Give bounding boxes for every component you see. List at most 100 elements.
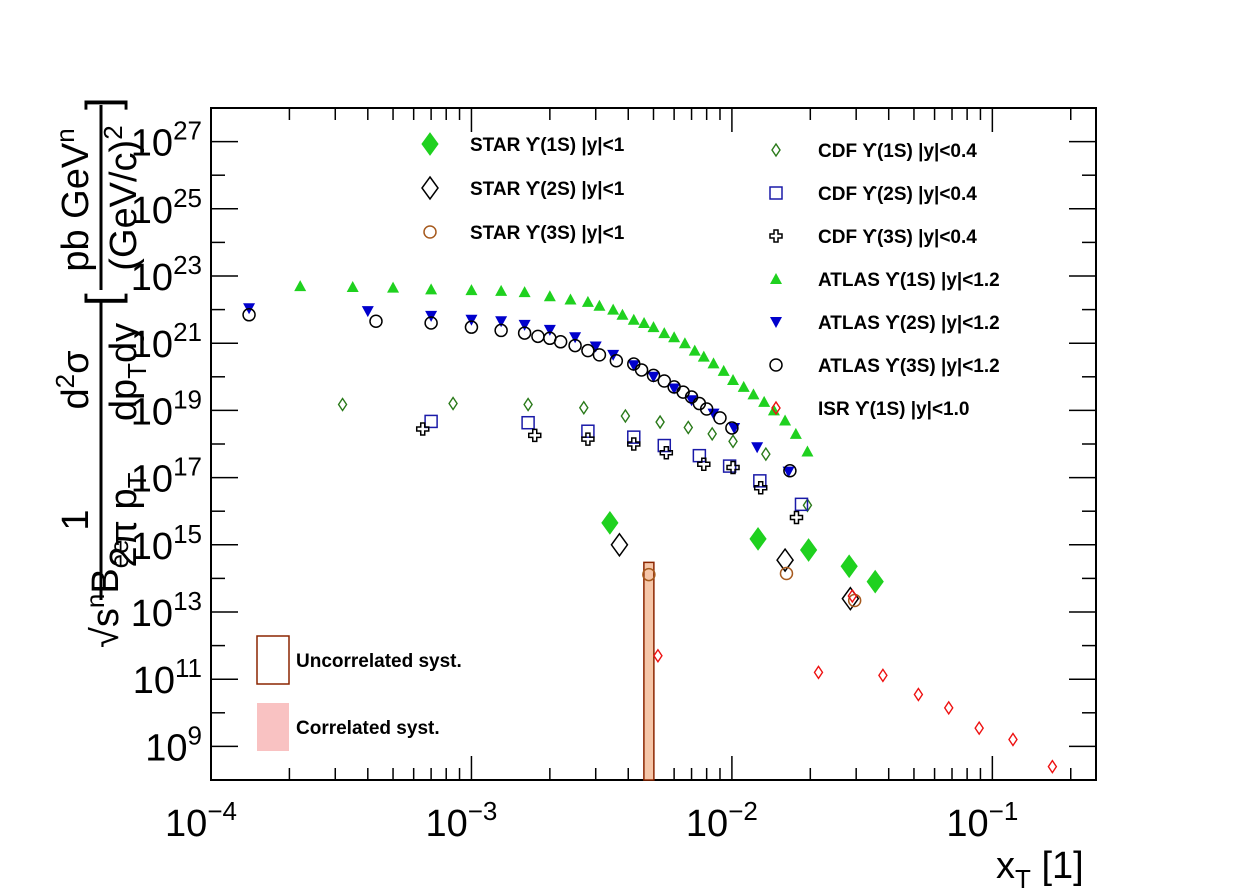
- data-point: [346, 281, 359, 293]
- data-point: [847, 588, 858, 604]
- y-tick-label: 1023: [131, 250, 202, 299]
- y-axis-title: √snBee 1 2π pT d2σ dpTdy [ pb GeVn (GeV/…: [50, 97, 152, 648]
- legend-marker: [770, 273, 782, 284]
- data-point: [647, 321, 660, 333]
- legend-marker: [769, 229, 783, 243]
- data-point: [707, 408, 720, 420]
- data-point: [655, 414, 665, 430]
- y-tick-label: 1011: [133, 653, 202, 702]
- data-point: [581, 432, 595, 446]
- svg-text:√snBee: √snBee: [80, 539, 134, 648]
- data-point: [753, 474, 767, 488]
- data-point: [553, 335, 568, 349]
- data-point: [727, 374, 740, 386]
- data-point: [592, 348, 607, 362]
- data-point: [776, 547, 794, 573]
- y-tick-label: 1021: [131, 317, 202, 366]
- data-point: [593, 299, 606, 311]
- data-point: [685, 395, 698, 407]
- data-point: [678, 337, 691, 349]
- y-tick-label: 1015: [131, 519, 202, 568]
- x-axis-title: xT [1]: [996, 845, 1084, 894]
- data-point: [779, 566, 794, 581]
- legend-label: CDF ϒ(1S) |y|<0.4: [818, 141, 977, 162]
- data-point: [789, 510, 804, 525]
- legend-marker: [771, 400, 781, 416]
- data-point: [642, 567, 656, 582]
- data-point: [659, 445, 674, 460]
- data-point: [684, 390, 699, 404]
- systematics-boxes: [643, 561, 655, 781]
- legend-marker: [769, 358, 783, 372]
- svg-text:2π pT: 2π pT: [103, 472, 152, 567]
- data-point: [616, 308, 629, 320]
- data-point: [424, 316, 438, 330]
- legend-label: ISR ϒ(1S) |y|<1.0: [818, 399, 969, 420]
- data-point: [242, 308, 256, 322]
- data-point: [707, 426, 718, 442]
- data-point: [737, 380, 750, 392]
- data-point: [361, 306, 374, 318]
- data-point: [528, 428, 542, 443]
- data-point: [518, 319, 531, 331]
- data-point: [747, 388, 760, 400]
- legend-label: ATLAS ϒ(1S) |y|<1.2: [818, 270, 1000, 291]
- data-point: [424, 414, 438, 429]
- svg-text:pb GeVn: pb GeVn: [50, 128, 97, 271]
- data-point: [465, 314, 478, 326]
- data-point: [581, 295, 594, 307]
- data-point: [753, 480, 768, 495]
- data-point: [610, 532, 629, 558]
- data-point: [578, 400, 589, 416]
- data-point: [581, 343, 595, 358]
- data-point: [653, 648, 663, 663]
- data-point: [725, 421, 739, 435]
- data-point: [683, 420, 694, 435]
- legend-label: ATLAS ϒ(2S) |y|<1.2: [818, 313, 1000, 334]
- data-point: [369, 314, 383, 329]
- legend: STAR ϒ(1S) |y|<1 STAR ϒ(2S) |y|<1 STAR ϒ(3…: [256, 132, 1000, 751]
- data-point: [749, 527, 767, 551]
- legend-label: ATLAS ϒ(3S) |y|<1.2: [818, 356, 1000, 377]
- data-point: [713, 411, 727, 425]
- data-point: [568, 338, 582, 353]
- y-tick-labels: 109 1011 1013 1015 1017 1019 1021 1023 1025 1027: [131, 116, 202, 770]
- legend-marker: [421, 132, 439, 156]
- svg-text:]: ]: [76, 97, 128, 110]
- data-point: [523, 397, 533, 412]
- data-point: [697, 457, 711, 471]
- data-point: [658, 327, 671, 339]
- data-point: [634, 363, 649, 377]
- data-point: [494, 323, 508, 338]
- data-point: [799, 538, 818, 562]
- svg-text:dpTdy: dpTdy: [103, 323, 152, 421]
- legend-marker: [769, 186, 783, 200]
- data-point: [620, 408, 631, 424]
- data-point: [646, 368, 661, 383]
- data-point: [627, 430, 641, 444]
- y-tick-label: 109: [145, 720, 202, 769]
- data-point: [581, 424, 595, 438]
- data-point: [878, 668, 888, 683]
- data-point: [464, 320, 479, 334]
- data-point: [387, 281, 400, 293]
- y-tick-label: 1019: [131, 384, 202, 433]
- y-tick-label: 1013: [131, 586, 202, 635]
- data-point: [751, 442, 764, 454]
- legend-correlated-box: [257, 703, 289, 751]
- svg-text:1: 1: [55, 509, 97, 530]
- systematic-box: [643, 561, 655, 781]
- x-tick-label: 10−1: [946, 796, 1018, 845]
- data-point: [974, 720, 985, 736]
- legend-label: STAR ϒ(2S) |y|<1: [470, 179, 625, 200]
- data-point: [783, 463, 797, 478]
- data-point: [697, 350, 710, 362]
- data-point: [782, 466, 795, 478]
- data-point: [802, 498, 813, 513]
- data-point: [728, 434, 738, 449]
- data-point: [668, 331, 681, 343]
- legend-marker: [421, 175, 439, 201]
- legend-marker: [770, 317, 782, 328]
- x-tick-label: 10−4: [165, 796, 237, 845]
